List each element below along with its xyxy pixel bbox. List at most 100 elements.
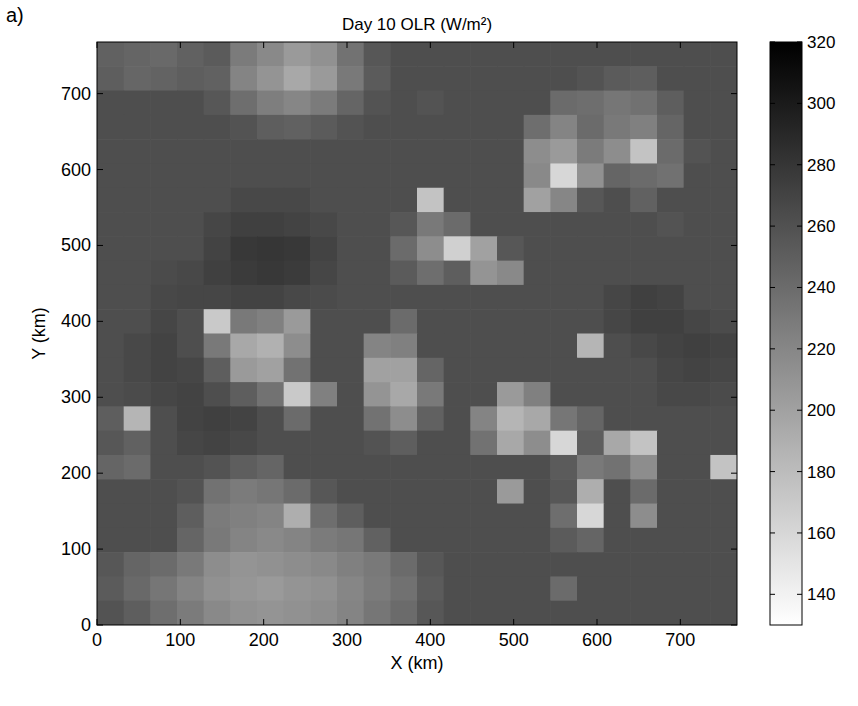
cell [150,42,177,67]
cell [497,406,524,431]
colorbar-tick [797,42,802,43]
cell [124,601,151,625]
cell [124,309,151,334]
cell [390,431,417,456]
cell [630,139,657,164]
x-tick-label: 300 [332,630,362,650]
cell [524,601,551,625]
x-tick-top [263,42,264,48]
cell [577,552,604,577]
cell [444,212,471,237]
cell [684,261,711,286]
cell [257,504,284,529]
cell [150,309,177,334]
cell [417,91,444,116]
cell [97,528,124,553]
cell [550,188,577,213]
cell [577,66,604,91]
cell [230,576,257,601]
cell [710,406,737,431]
cell [337,406,364,431]
cell [310,188,337,213]
cell [630,163,657,188]
cell [150,285,177,310]
cell [577,91,604,116]
cell [710,42,737,67]
cell [577,188,604,213]
cell [710,601,737,625]
cell [444,528,471,553]
cell [497,601,524,625]
cell [284,479,311,504]
colorbar-tick-left [770,287,775,288]
y-tick [97,245,103,246]
cell [524,406,551,431]
cell [97,188,124,213]
cell [497,236,524,261]
cell [417,358,444,383]
cell [257,601,284,625]
cell [577,236,604,261]
colorbar-tick [797,103,802,104]
cell [177,504,204,529]
cell [310,212,337,237]
cell [284,188,311,213]
cell [470,309,497,334]
cell [364,163,391,188]
cell [230,431,257,456]
cell [284,309,311,334]
cell [470,261,497,286]
cell [390,358,417,383]
cell [150,406,177,431]
title: Day 10 OLR (W/m²) [342,15,492,34]
cell [417,504,444,529]
colorbar-tick-left [770,532,775,533]
cell [684,406,711,431]
cell [497,334,524,359]
cell [177,285,204,310]
cell [177,455,204,480]
cell [284,576,311,601]
cell [390,91,417,116]
cell [470,188,497,213]
x-tick [513,619,514,625]
cell [230,504,257,529]
cell [657,212,684,237]
cell [177,188,204,213]
cell [497,139,524,164]
cell [97,406,124,431]
cell [150,552,177,577]
colorbar-tick [797,594,802,595]
cell [204,334,231,359]
cell [124,479,151,504]
y-tick-label: 0 [81,615,91,635]
x-tick-label: 200 [249,630,279,650]
cell [390,455,417,480]
cell [470,236,497,261]
cell [684,504,711,529]
cell [550,504,577,529]
cell [657,188,684,213]
cell [364,528,391,553]
cell [204,382,231,407]
cell [204,91,231,116]
cell [417,601,444,625]
cell [577,42,604,67]
cell [337,382,364,407]
cell [684,576,711,601]
cell [470,285,497,310]
cell [604,552,631,577]
y-tick-right [731,169,737,170]
cell [230,212,257,237]
cell [684,528,711,553]
cell [230,528,257,553]
cell [630,479,657,504]
cell [710,261,737,286]
cell [684,334,711,359]
cell [257,382,284,407]
x-tick-top [680,42,681,48]
cell [230,66,257,91]
cell [310,139,337,164]
y-tick-label: 600 [61,160,91,180]
y-tick-right [731,93,737,94]
